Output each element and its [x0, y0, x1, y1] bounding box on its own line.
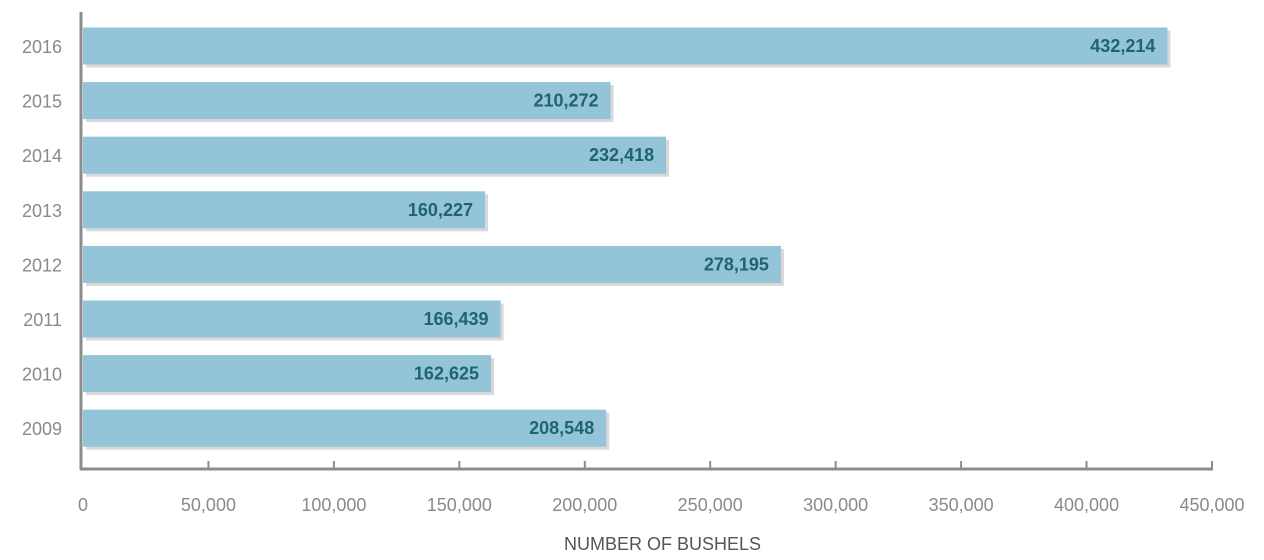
category-label-2016: 2016: [22, 37, 62, 57]
x-ticks-layer: 0 50,000 100,000 150,000 200,000 250,000 300,0…: [78, 461, 1245, 515]
data-label-2012: 278,195: [704, 254, 769, 274]
x-tick-label: 0: [78, 495, 88, 515]
category-label-2015: 2015: [22, 92, 62, 112]
category-label-2014: 2014: [22, 146, 62, 166]
bar-2012: [83, 245, 781, 283]
bar-2016: [83, 27, 1168, 65]
bar-2013: [83, 191, 485, 229]
data-label-2013: 160,227: [408, 200, 473, 220]
data-label-2009: 208,548: [529, 418, 594, 438]
category-label-2012: 2012: [22, 255, 62, 275]
x-tick-label: 150,000: [427, 495, 492, 515]
x-tick-label: 50,000: [181, 495, 236, 515]
x-tick-label: 400,000: [1054, 495, 1119, 515]
x-tick-label: 100,000: [301, 495, 366, 515]
axis-layer: [79, 12, 1213, 471]
bar-2011: [83, 300, 501, 338]
x-tick-label: 350,000: [929, 495, 994, 515]
bars-layer: 432,214 210,272 232,418 160,227 278,195 166,4…: [83, 27, 1171, 450]
category-label-2009: 2009: [22, 419, 62, 439]
category-labels-layer: 2016 2015 2014 2013 2012 2011 2010 2009: [22, 37, 62, 439]
bar-2010: [83, 355, 492, 393]
x-tick-label: 200,000: [552, 495, 617, 515]
x-axis-title: NUMBER OF BUSHELS: [564, 534, 761, 554]
bar-2015: [83, 82, 611, 120]
data-label-2011: 166,439: [423, 309, 488, 329]
x-tick-label: 300,000: [803, 495, 868, 515]
category-label-2011: 2011: [23, 310, 62, 330]
data-label-2014: 232,418: [589, 145, 654, 165]
category-label-2010: 2010: [22, 365, 62, 385]
x-tick-label: 450,000: [1179, 495, 1244, 515]
data-label-2015: 210,272: [533, 91, 598, 111]
data-label-2010: 162,625: [414, 364, 479, 384]
category-label-2013: 2013: [22, 201, 62, 221]
data-label-2016: 432,214: [1090, 36, 1155, 56]
bar-2014: [83, 136, 667, 174]
x-tick-label: 250,000: [678, 495, 743, 515]
bar-2009: [83, 409, 607, 447]
